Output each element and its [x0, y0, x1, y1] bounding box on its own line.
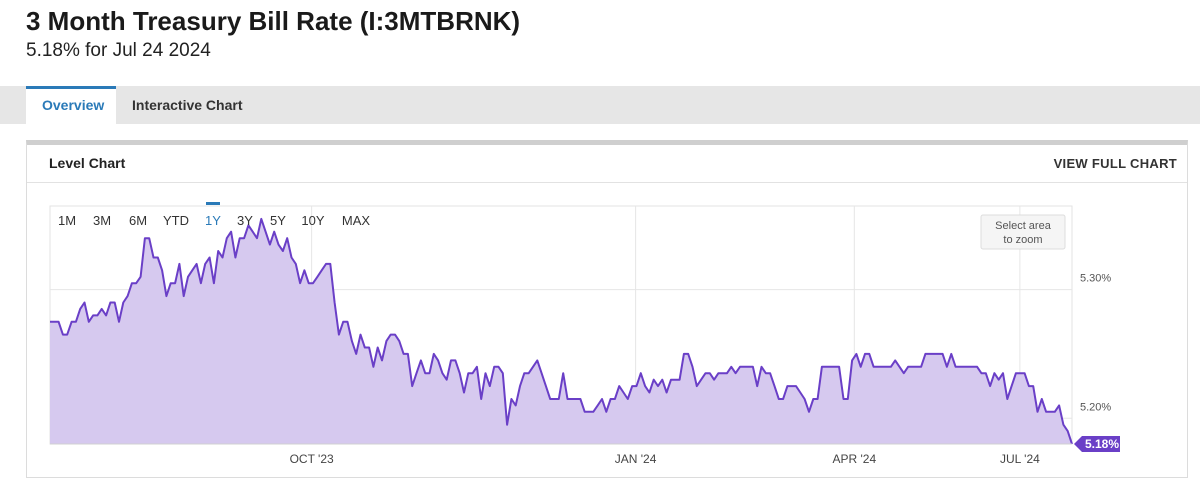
range-button-ytd[interactable]: YTD [163, 213, 189, 228]
page-title: 3 Month Treasury Bill Rate (I:3MTBRNK) [26, 6, 521, 36]
range-button-6m[interactable]: 6M [129, 213, 147, 228]
x-tick-label: OCT '23 [290, 452, 334, 466]
zoom-hint-box [980, 214, 1066, 250]
range-button-3m[interactable]: 3M [93, 213, 111, 228]
x-tick-label: JUL '24 [1000, 452, 1040, 466]
range-button-10y[interactable]: 10Y [301, 213, 324, 228]
range-button-1m[interactable]: 1M [58, 213, 76, 228]
range-button-5y[interactable]: 5Y [270, 213, 286, 228]
series-line [50, 217, 1073, 445]
y-tick-label: 5.20% [1080, 401, 1111, 413]
last-value-label: 5.18% [1085, 437, 1119, 451]
zoom-hint-text: Select area [995, 220, 1052, 232]
last-value-badge [1074, 436, 1120, 452]
range-button-max[interactable]: MAX [342, 213, 371, 228]
tab-bar: Overview Interactive Chart [0, 86, 1200, 124]
tab-interactive-chart[interactable]: Interactive Chart [132, 97, 243, 113]
x-tick-label: APR '24 [832, 452, 876, 466]
range-button-3y[interactable]: 3Y [237, 213, 253, 228]
card-header: Level Chart VIEW FULL CHART [27, 145, 1187, 183]
active-range-indicator [206, 202, 220, 205]
zoom-hint-text: to zoom [1003, 234, 1042, 246]
x-tick-label: JAN '24 [615, 452, 657, 466]
tab-overview[interactable]: Overview [26, 86, 116, 124]
card-title: Level Chart [49, 155, 126, 171]
view-full-chart-link[interactable]: VIEW FULL CHART [1053, 156, 1177, 171]
range-button-1y[interactable]: 1Y [205, 213, 221, 228]
y-tick-label: 5.30% [1080, 273, 1111, 285]
page-subtitle: 5.18% for Jul 24 2024 [26, 40, 211, 61]
